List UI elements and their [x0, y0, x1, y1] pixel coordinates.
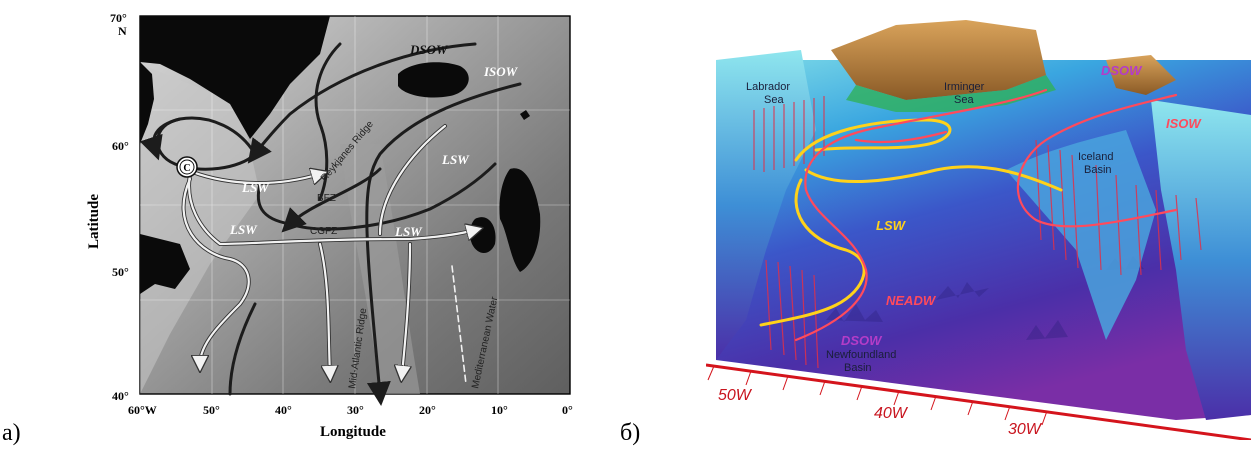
lsw-currents [181, 124, 475, 385]
circulation-map-a: C DSOW ISOW LSW LSW LSW LSW Reykjanes Ri… [86, 11, 573, 440]
irminger-sea-label-line1: Irminger [944, 81, 985, 93]
ridge-shading [340, 144, 420, 394]
deep-currents [139, 42, 522, 406]
convection-site-marker: C [176, 156, 198, 178]
shelf-shading [140, 64, 260, 394]
labrador-sea-label-line1: Labrador [746, 81, 790, 93]
lon-tick-40: 40° [275, 403, 292, 417]
lon-tick-10: 10° [491, 403, 508, 417]
irminger-sea-label-line2: Sea [954, 94, 974, 106]
bathymetry-3d-map-b: Labrador Sea Irminger Sea Iceland Basin … [706, 20, 1251, 440]
longitude-axis-bar [706, 363, 1251, 440]
lsw-label-labrador: LSW [241, 180, 270, 195]
latitude-axis-title: Latitude [86, 194, 102, 249]
lat-tick-40: 40° [112, 389, 129, 403]
lon-tick-30: 30° [347, 403, 364, 417]
british-isles-landmass [499, 168, 541, 272]
neadw-label: NEADW [886, 293, 937, 308]
isow-label: ISOW [1166, 116, 1202, 131]
cgfz-label: CGFZ [310, 226, 337, 237]
lon-tick-40w: 40W [874, 405, 909, 422]
section-line-newfoundland [765, 259, 819, 369]
faroes-landmass [520, 110, 530, 120]
labrador-sea-label-line2: Sea [764, 94, 784, 106]
dsow-label-bottom: DSOW [841, 333, 883, 348]
newfoundland-landmass [140, 234, 190, 294]
newfoundland-basin-label-line1: Newfoundland [826, 349, 896, 361]
dsow-label-top: DSOW [1101, 63, 1143, 78]
bfz-label: BFZ [317, 193, 336, 204]
section-line-labrador [753, 96, 825, 172]
lat-tick-60: 60° [112, 139, 129, 153]
section-line-icelandic [1035, 139, 1202, 276]
lsw-label-west: LSW [229, 222, 258, 237]
dsow-label: DSOW [409, 42, 449, 57]
iceland-basin-label-line2: Basin [1084, 164, 1112, 176]
newfoundland-basin-label-line2: Basin [844, 362, 872, 374]
lsw-label-east: LSW [394, 224, 423, 239]
longitude-ticks [707, 365, 1048, 426]
lon-tick-20: 20° [419, 403, 436, 417]
lat-top-tick: 70° [110, 11, 127, 25]
lsw-label-north: LSW [441, 152, 470, 167]
iceland-landmass [398, 62, 469, 98]
longitude-axis-title: Longitude [320, 424, 386, 440]
iceland-3d [1106, 55, 1176, 95]
lon-tick-0: 0° [562, 403, 573, 417]
panel-b-label: б) [620, 420, 641, 446]
labrador-landmass [140, 62, 154, 144]
iceland-basin-label-line1: Iceland [1078, 151, 1113, 163]
labrador-shelf-wall [716, 50, 816, 360]
eastern-shelf-wall [1151, 100, 1251, 420]
lon-tick-50: 50° [203, 403, 220, 417]
greenland-3d [831, 20, 1046, 100]
lsw-pathways [759, 118, 1063, 327]
deep-water-pathways [794, 88, 1178, 342]
lsw-label: LSW [876, 218, 907, 233]
greenland-landmass [140, 16, 330, 139]
lat-top-unit: N [118, 24, 127, 38]
lon-tick-30w: 30W [1008, 421, 1043, 438]
lon-tick-50w: 50W [718, 387, 753, 404]
panel-a-label: а) [2, 420, 21, 446]
isow-label: ISOW [483, 64, 519, 79]
convection-label: C [183, 163, 190, 174]
lat-tick-50: 50° [112, 265, 129, 279]
lon-tick-60w: 60°W [128, 403, 157, 417]
